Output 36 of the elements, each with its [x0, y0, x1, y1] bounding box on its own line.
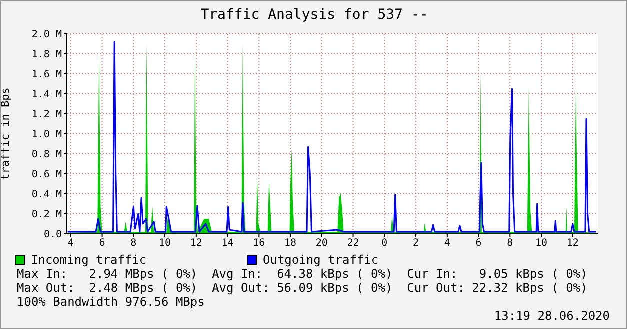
x-tick-label: 14	[222, 238, 234, 250]
text: Max In: 2.94 MBps ( 0%) Avg In: 64.38 kBps ( 0%) Cur In: 9.05 kBps ( 0%)	[17, 267, 588, 281]
y-tick-label: 0.8 M	[32, 150, 62, 161]
x-tick-label: 6	[476, 238, 482, 250]
x-tick-label: 20	[316, 238, 328, 250]
y-tick-label: 1.2 M	[32, 110, 62, 121]
x-tick-label: 8	[507, 238, 514, 250]
text: Max Out: 2.48 MBps ( 0%) Avg Out: 56.09 kBps ( 0%) Cur Out: 22.32 kBps ( 0%)	[17, 281, 588, 295]
y-tick-label: 1.0 M	[32, 130, 62, 141]
x-tick-label: 4	[444, 238, 450, 250]
x-tick-label: 10	[536, 238, 548, 250]
y-tick-label: 1.8 M	[32, 50, 62, 61]
y-tick-label: 0.0	[44, 230, 62, 241]
x-tick-label: 6	[99, 238, 106, 250]
text: 100% Bandwidth 976.56 MBps	[17, 295, 206, 309]
y-tick-label: 1.6 M	[32, 70, 62, 81]
y-tick-label: 0.2 M	[32, 210, 62, 221]
y-axis-title: traffic in Bps	[0, 88, 12, 180]
x-tick-label: 18	[284, 238, 297, 250]
text: 13:19 28.06.2020	[494, 309, 610, 323]
y-tick-label: 0.4 M	[32, 190, 62, 201]
x-tick-label: 2	[413, 238, 420, 250]
x-tick-label: 22	[347, 238, 360, 250]
y-tick-label: 1.4 M	[32, 90, 62, 101]
y-tick-label: 0.6 M	[32, 170, 62, 181]
y-tick-label: 2.0 M	[32, 30, 62, 41]
x-tick-label: 10	[159, 238, 172, 250]
x-tick-label: 12	[190, 238, 202, 250]
chart-title: Traffic Analysis for 537 --	[200, 7, 430, 23]
legend-label: Incoming traffic	[31, 253, 147, 267]
x-tick-label: 16	[253, 238, 266, 250]
x-tick-label: 8	[130, 238, 137, 250]
x-tick-label: 12	[566, 238, 579, 250]
x-tick-label: 4	[68, 238, 74, 250]
x-tick-label: 0	[382, 238, 388, 250]
legend-label: Outgoing traffic	[263, 253, 379, 267]
